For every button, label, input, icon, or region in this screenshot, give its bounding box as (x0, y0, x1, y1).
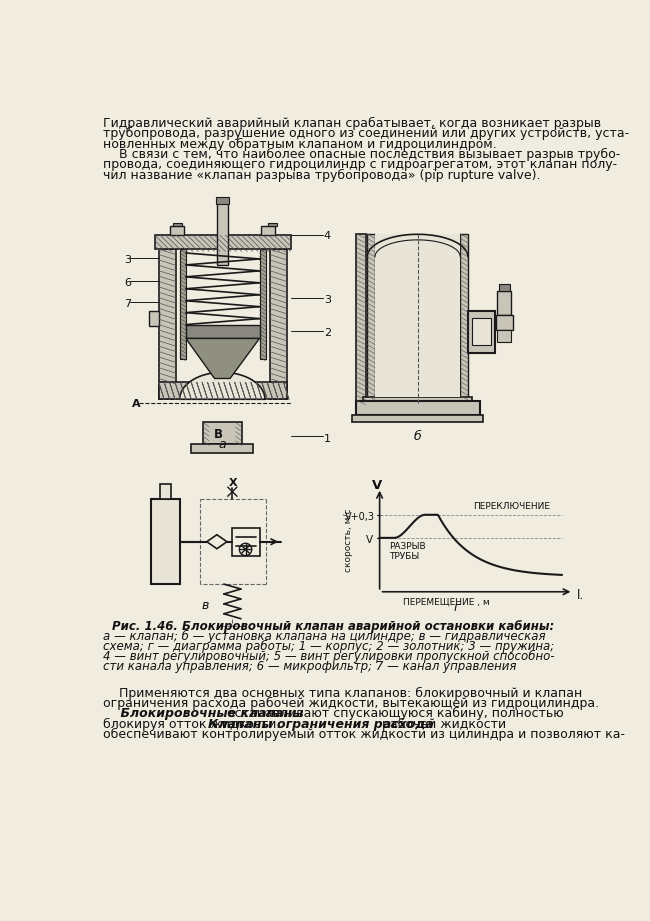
Bar (363, 397, 472, 403)
Text: 6: 6 (124, 278, 131, 288)
Text: 7: 7 (124, 299, 131, 309)
Text: РАЗРЫВ
ТРУБЫ: РАЗРЫВ ТРУБЫ (389, 542, 426, 561)
Text: V: V (372, 479, 382, 492)
Bar (472, 319, 491, 345)
Bar (460, 234, 468, 403)
Text: Применяются два основных типа клапанов: блокировочный и клапан: Применяются два основных типа клапанов: … (103, 686, 582, 700)
Text: новленных между обратным клапаном и гидроцилиндром.: новленных между обратным клапаном и гидр… (103, 137, 497, 150)
Bar (270, 249, 287, 400)
Text: 3: 3 (324, 296, 331, 306)
Text: X: X (229, 478, 237, 488)
Bar (159, 382, 287, 400)
Text: 1: 1 (324, 434, 331, 444)
Text: а — клапан; б — установка клапана на цилиндре; в — гидравлическая: а — клапан; б — установка клапана на цил… (103, 630, 545, 644)
Text: провода, соединяющего гидроцилиндр с гидроагрегатом, этот клапан полу-: провода, соединяющего гидроцилиндр с гид… (103, 158, 617, 171)
Text: 2: 2 (324, 329, 331, 338)
Text: V: V (366, 535, 373, 545)
Bar (173, 223, 182, 226)
Text: Рис. 1.46. Блокировочный клапан аварийной остановки кабины:: Рис. 1.46. Блокировочный клапан аварийно… (112, 620, 554, 634)
Text: ПЕРЕМЕЩЕНИЕ , м: ПЕРЕМЕЩЕНИЕ , м (403, 598, 489, 607)
Bar (375, 234, 460, 397)
Bar (497, 291, 512, 315)
Text: схема; г — диаграмма работы; 1 — корпус; 2 — золотник; 3 — пружина;: схема; г — диаграмма работы; 1 — корпус;… (103, 640, 554, 653)
Bar (151, 499, 181, 584)
Text: трубопровода, разрушение одного из соединений или других устройств, уста-: трубопровода, разрушение одного из соеди… (103, 127, 629, 140)
Bar (367, 234, 375, 403)
Text: B: B (214, 427, 223, 441)
Text: г: г (454, 601, 460, 614)
Bar (216, 197, 229, 204)
Text: скорость, м/с: скорость, м/с (344, 508, 353, 572)
Text: Блокировочные клапаны: Блокировочные клапаны (103, 707, 304, 720)
Bar (356, 234, 366, 403)
Bar (261, 226, 275, 235)
Bar (159, 249, 176, 400)
Bar (150, 310, 159, 326)
Text: 4 — винт регулировочный; 5 — винт регулировки пропускной способно-: 4 — винт регулировочный; 5 — винт регули… (103, 650, 554, 663)
Text: A: A (131, 400, 140, 409)
Bar (233, 528, 259, 555)
Text: ПЕРЕКЛЮЧЕНИЕ: ПЕРЕКЛЮЧЕНИЕ (473, 503, 550, 511)
Bar (186, 324, 259, 338)
Text: блокируя отток жидкости.: блокируя отток жидкости. (103, 717, 284, 730)
Bar (268, 223, 278, 226)
Bar (203, 423, 242, 444)
Polygon shape (179, 372, 265, 400)
Text: в: в (202, 600, 209, 612)
Text: Гидравлический аварийный клапан срабатывает, когда возникает разрыв: Гидравлический аварийный клапан срабатыв… (103, 117, 601, 130)
Text: ограничения расхода рабочей жидкости, вытекающей из гидроцилиндра.: ограничения расхода рабочей жидкости, вы… (103, 697, 599, 710)
Text: l.: l. (577, 589, 584, 601)
Bar (468, 310, 495, 353)
Text: рабочей жидкости: рабочей жидкости (378, 717, 506, 730)
Bar (170, 226, 185, 235)
Bar (179, 249, 186, 359)
Text: обеспечивают контролируемый отток жидкости из цилиндра и позволяют ка-: обеспечивают контролируемый отток жидкос… (103, 729, 625, 741)
Bar (259, 249, 266, 359)
Text: чил название «клапан разрыва трубопровода» (pip rupture valve).: чил название «клапан разрыва трубопровод… (103, 169, 540, 181)
Bar (356, 401, 480, 414)
Text: 3: 3 (124, 255, 131, 265)
Bar (499, 284, 510, 291)
Text: останавливают спускающуюся кабину, полностью: останавливают спускающуюся кабину, полно… (223, 707, 564, 720)
Text: В связи с тем, что наиболее опасные последствия вызывает разрыв трубо-: В связи с тем, что наиболее опасные посл… (103, 148, 620, 161)
Polygon shape (186, 338, 259, 379)
Text: а: а (218, 437, 226, 450)
Bar (161, 484, 171, 499)
Bar (217, 203, 228, 264)
Text: V+0,3: V+0,3 (344, 512, 375, 521)
Text: б: б (414, 430, 421, 443)
Text: 4: 4 (324, 231, 331, 241)
Bar (497, 330, 512, 342)
Bar (352, 414, 484, 423)
Text: сти канала управления; 6 — микрофильтр; 7 — канал управления: сти канала управления; 6 — микрофильтр; … (103, 660, 517, 673)
Bar (191, 444, 254, 453)
Text: Клапаны ограничения расхода: Клапаны ограничения расхода (207, 717, 434, 730)
Bar (155, 235, 291, 249)
Bar (496, 315, 513, 330)
